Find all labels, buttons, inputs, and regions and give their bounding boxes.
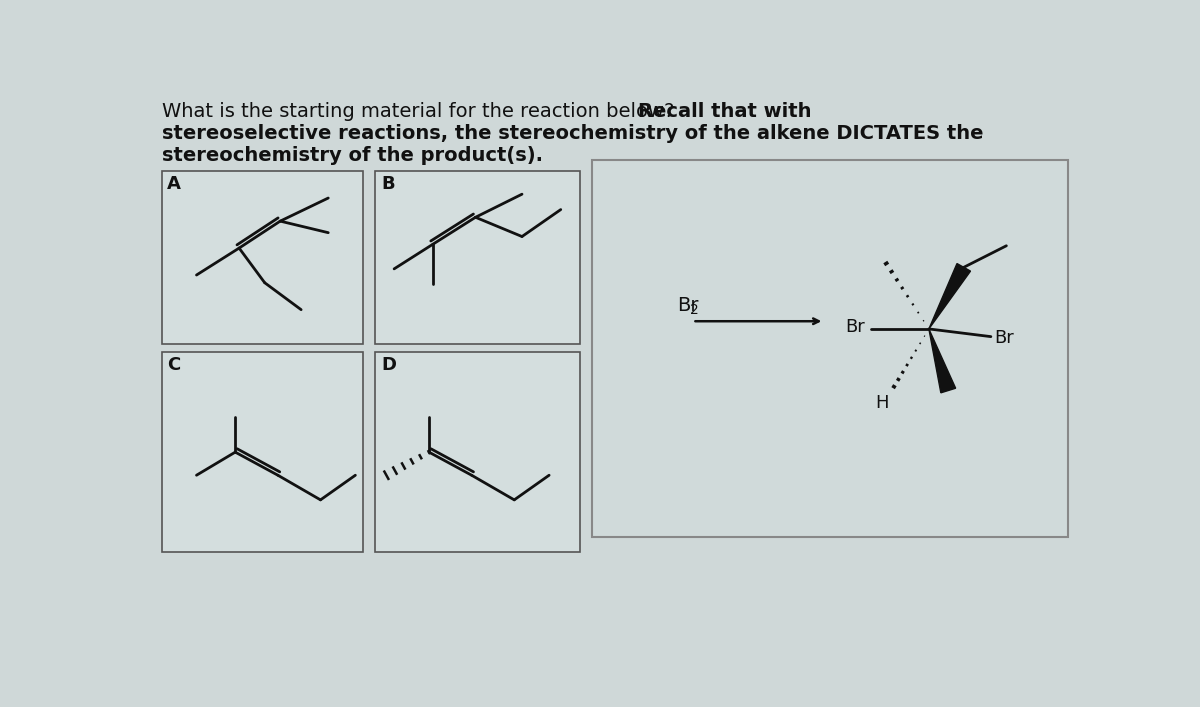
Text: stereoselective reactions, the stereochemistry of the alkene DICTATES the: stereoselective reactions, the stereoche… (162, 124, 983, 143)
Bar (374, 352, 580, 552)
Text: H: H (875, 395, 888, 412)
Text: Br: Br (846, 318, 865, 337)
Bar (374, 171, 580, 344)
Text: Br: Br (677, 296, 698, 315)
Text: C: C (167, 356, 180, 374)
Text: 2: 2 (690, 303, 698, 317)
Bar (162, 171, 364, 344)
Polygon shape (929, 264, 971, 329)
Bar (162, 352, 364, 552)
Text: Br: Br (995, 329, 1014, 347)
Bar (592, 160, 1068, 537)
Text: A: A (167, 175, 181, 193)
Text: What is the starting material for the reaction below?: What is the starting material for the re… (162, 102, 680, 121)
Text: stereochemistry of the product(s).: stereochemistry of the product(s). (162, 146, 542, 165)
Text: B: B (380, 175, 395, 193)
Text: D: D (380, 356, 396, 374)
Text: Recall that with: Recall that with (638, 102, 811, 121)
Polygon shape (929, 329, 955, 393)
